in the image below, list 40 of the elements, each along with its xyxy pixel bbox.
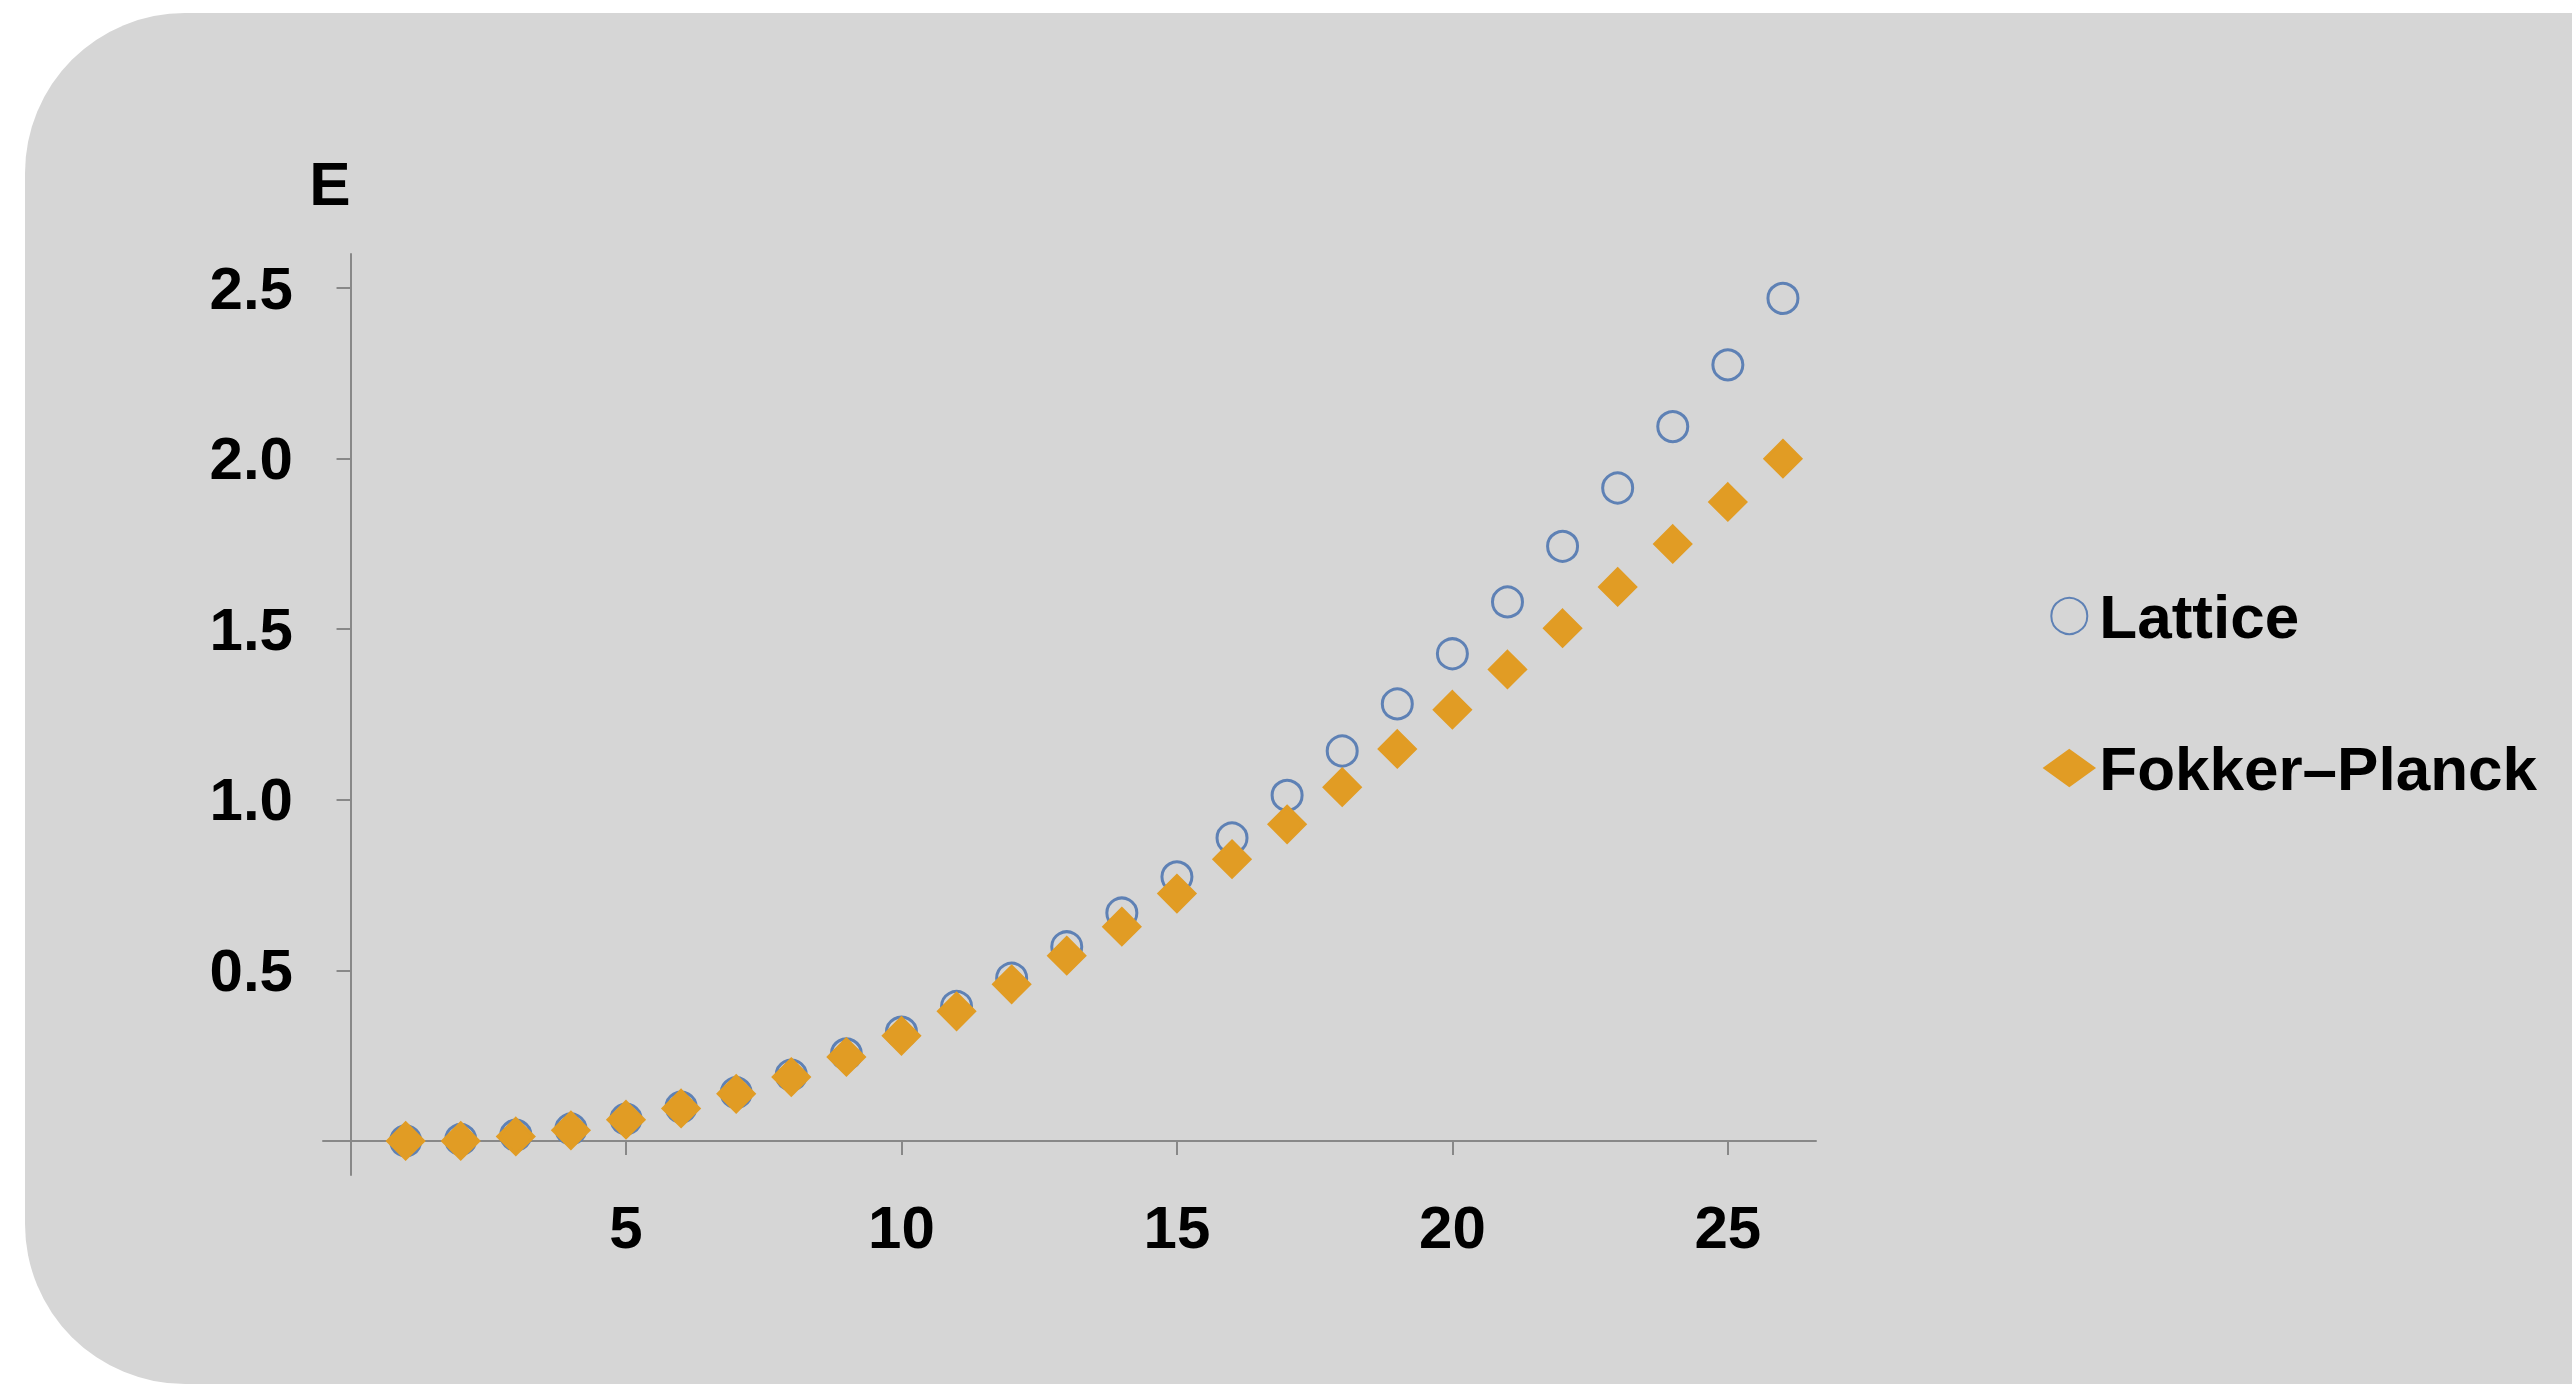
point (1157, 874, 1197, 914)
x-tick-label: 25 (1694, 1193, 1762, 1261)
x-tick-label: 20 (1419, 1193, 1486, 1261)
point (1763, 439, 1803, 479)
point (1322, 767, 1362, 807)
legend-label: Fokker–Planck (2099, 733, 2538, 803)
y-tick-label: 0.5 (209, 936, 293, 1004)
point (1598, 567, 1638, 607)
point (1546, 529, 1580, 563)
point (1711, 348, 1745, 382)
point (1601, 471, 1635, 505)
point (1543, 608, 1583, 648)
point (1380, 687, 1414, 721)
point (1766, 281, 1800, 315)
point (1656, 410, 1690, 444)
y-axis-title: E (309, 148, 351, 218)
legend-label: Lattice (2099, 581, 2300, 651)
point (1267, 804, 1307, 844)
x-tick-label: 15 (1143, 1193, 1211, 1261)
x-tick-label: 5 (609, 1193, 643, 1261)
point (1325, 734, 1359, 768)
point (826, 1037, 866, 1077)
point (937, 991, 977, 1031)
point (1708, 482, 1748, 522)
point (1491, 585, 1524, 619)
point (881, 1016, 921, 1056)
point (1212, 839, 1252, 879)
y-tick-label: 2.5 (209, 254, 293, 322)
point (1432, 690, 1472, 730)
point (1653, 524, 1693, 564)
point (1047, 936, 1087, 976)
y-tick-label: 1.0 (209, 766, 293, 834)
point (1487, 649, 1527, 689)
point (1377, 729, 1417, 769)
y-tick-label: 1.5 (209, 595, 293, 663)
point (1102, 907, 1142, 947)
x-tick-label: 10 (868, 1193, 935, 1261)
point (1435, 637, 1469, 671)
y-tick-label: 2.0 (209, 425, 293, 493)
point (992, 964, 1032, 1004)
